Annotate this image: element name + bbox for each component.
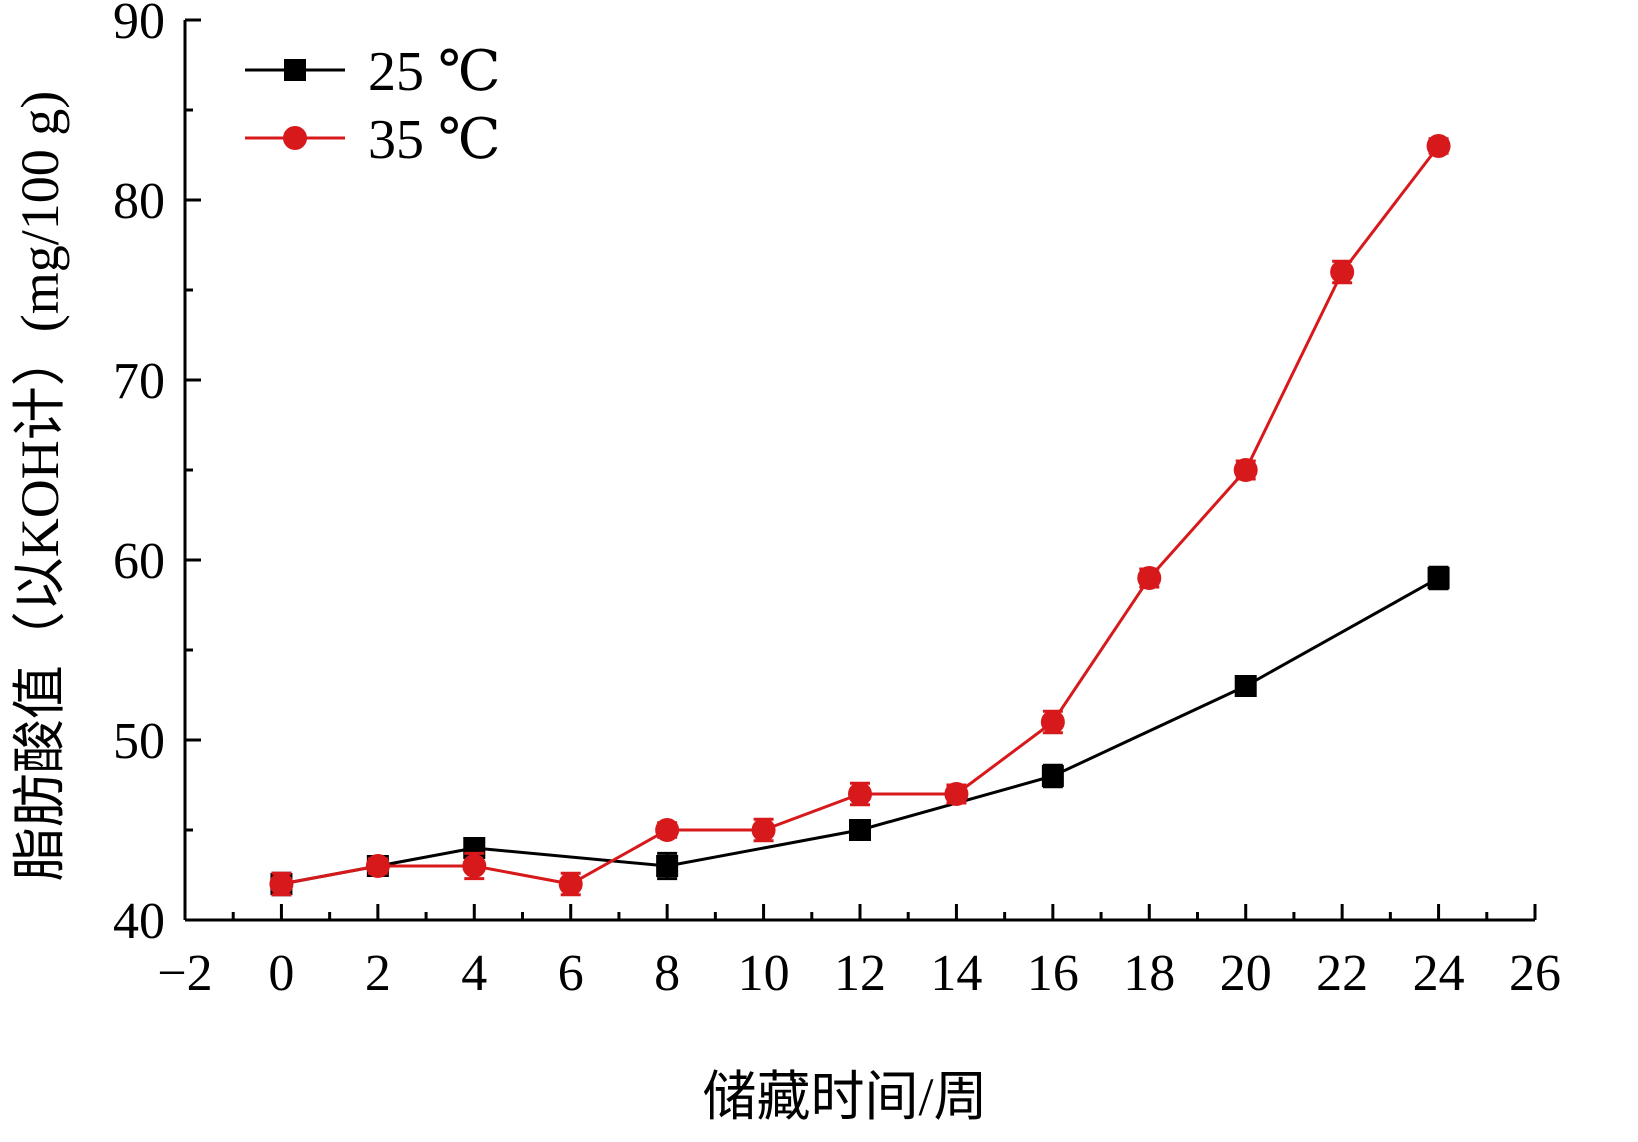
data-point [656,855,679,877]
legend-marker [283,126,307,150]
x-tick-label: 4 [461,945,487,1002]
x-tick-label: −2 [157,945,212,1002]
y-tick-label: 40 [113,893,165,950]
data-point [1330,260,1355,284]
y-tick-label: 80 [113,173,165,230]
data-point [558,872,583,896]
legend-entry: 25 ℃ [245,41,501,103]
x-tick-label: 18 [1123,945,1175,1002]
legend-marker [284,59,306,81]
y-tick-label: 90 [113,0,165,50]
x-tick-label: 10 [738,945,790,1002]
data-point [1041,765,1064,787]
y-axis-title: 脂肪酸值（以KOH计）(mg/100 g) [10,91,70,881]
x-tick-label: 6 [558,945,584,1002]
x-tick-label: 16 [1027,945,1079,1002]
y-tick-label: 50 [113,713,165,770]
series-line [281,576,1440,886]
data-point [1234,675,1257,697]
y-tick-label: 70 [113,353,165,410]
legend: 25 ℃35 ℃ [245,41,501,171]
data-point [751,818,776,842]
x-tick-label: 14 [930,945,982,1002]
data-point [944,782,969,806]
legend-label: 25 ℃ [368,41,501,103]
legend-entry: 35 ℃ [245,109,501,171]
series-2 [269,134,1451,897]
data-point [1427,567,1450,589]
x-tick-label: 2 [365,945,391,1002]
data-point [269,872,294,896]
data-point [849,819,871,841]
data-point [848,782,872,806]
x-tick-label: 26 [1509,945,1561,1002]
series-layer [269,134,1451,897]
x-axis-title: 储藏时间/周 [702,1067,987,1127]
x-tick-label: 12 [834,945,886,1002]
x-tick-label: 24 [1413,945,1465,1002]
series-line [281,145,1440,886]
x-tick-label: 20 [1220,945,1272,1002]
series-1 [270,565,1450,897]
data-point [655,818,680,842]
x-tick-label: 0 [268,945,294,1002]
x-axis-ticks: −2 0 2 4 6 8 10 12 14 16 18 20 22 24 26 [157,904,1561,1002]
data-point [462,854,487,878]
legend-label: 35 ℃ [368,109,501,171]
y-axis-ticks: 40 50 60 70 80 90 [113,0,201,950]
y-tick-label: 60 [113,533,165,590]
data-point [1233,458,1258,482]
data-point [365,854,390,878]
data-point [1040,710,1065,734]
x-tick-label: 8 [654,945,680,1002]
data-point [1137,566,1162,590]
data-point [1426,134,1451,158]
x-tick-label: 22 [1316,945,1368,1002]
